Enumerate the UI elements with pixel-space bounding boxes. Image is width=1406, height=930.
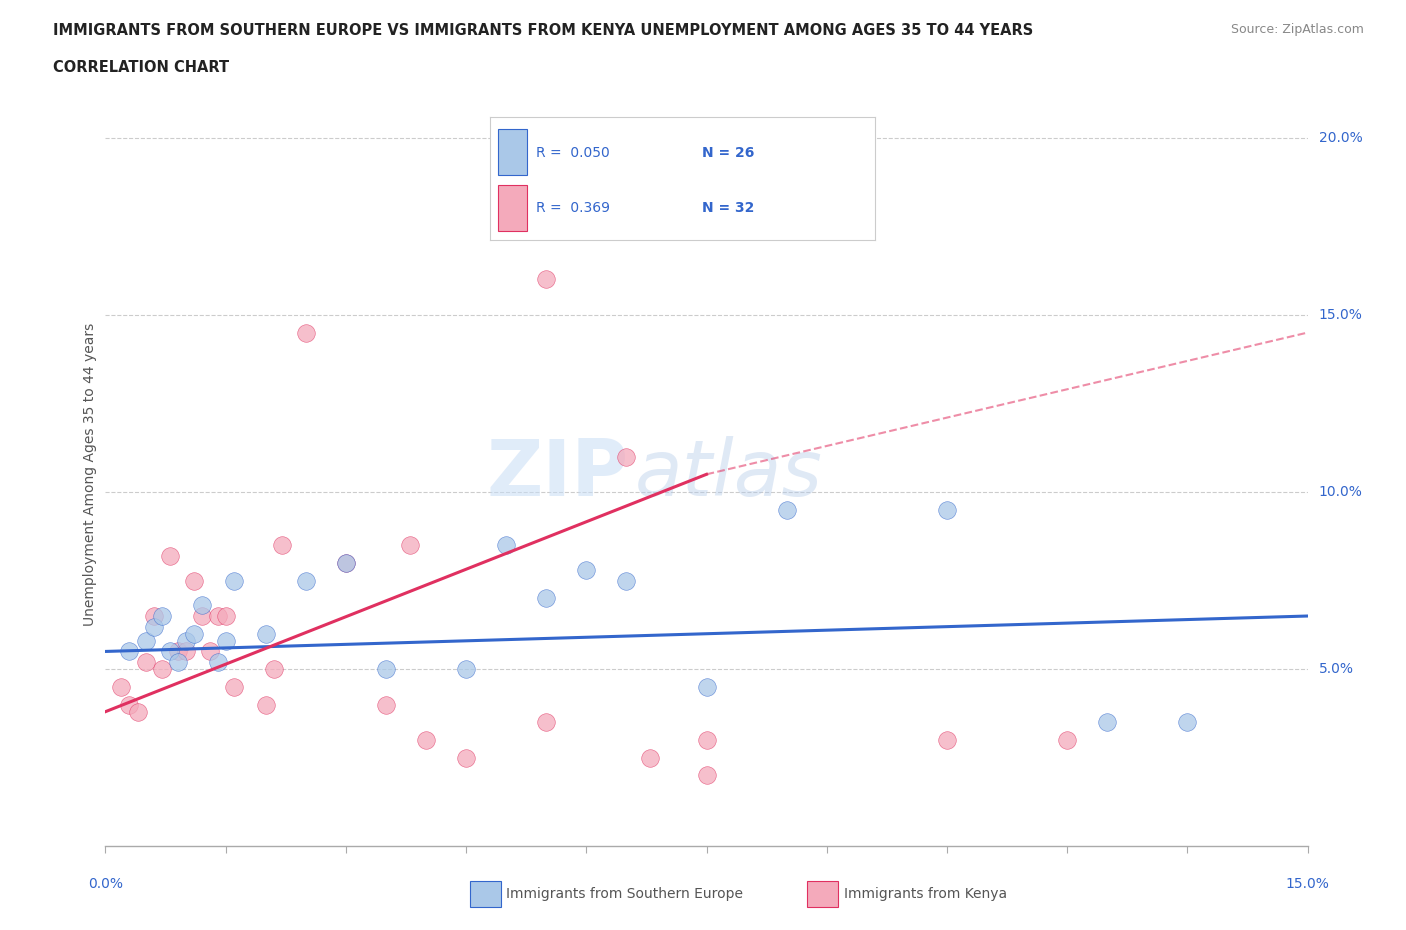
Text: atlas: atlas	[634, 436, 823, 512]
Point	[150, 608, 173, 623]
Point	[374, 662, 396, 677]
Point	[166, 655, 188, 670]
Text: IMMIGRANTS FROM SOUTHERN EUROPE VS IMMIGRANTS FROM KENYA UNEMPLOYMENT AMONG AGES: IMMIGRANTS FROM SOUTHERN EUROPE VS IMMIG…	[53, 23, 1033, 38]
Point	[1097, 715, 1119, 730]
Text: 20.0%: 20.0%	[1319, 131, 1362, 145]
Text: Immigrants from Southern Europe: Immigrants from Southern Europe	[506, 886, 744, 901]
Point	[295, 326, 318, 340]
Point	[415, 733, 437, 748]
Point	[207, 608, 229, 623]
Point	[696, 733, 718, 748]
Point	[616, 573, 638, 588]
Point	[534, 715, 557, 730]
Point	[118, 698, 141, 712]
Point	[1056, 733, 1078, 748]
Point	[936, 502, 959, 517]
Point	[616, 449, 638, 464]
Point	[254, 626, 277, 641]
Point	[575, 563, 598, 578]
Text: Source: ZipAtlas.com: Source: ZipAtlas.com	[1230, 23, 1364, 36]
Point	[214, 633, 236, 648]
Point	[374, 698, 396, 712]
Point	[936, 733, 959, 748]
Point	[190, 608, 212, 623]
Point	[263, 662, 285, 677]
Point	[118, 644, 141, 658]
Text: 5.0%: 5.0%	[1319, 662, 1354, 676]
Point	[166, 644, 188, 658]
Text: 10.0%: 10.0%	[1319, 485, 1362, 499]
Point	[207, 655, 229, 670]
Point	[335, 555, 357, 570]
Point	[159, 549, 181, 564]
Point	[135, 633, 157, 648]
Point	[174, 644, 197, 658]
Point	[534, 591, 557, 605]
Point	[127, 704, 149, 719]
Point	[254, 698, 277, 712]
Point	[534, 272, 557, 286]
Text: 0.0%: 0.0%	[89, 877, 122, 891]
Point	[399, 538, 422, 552]
Point	[174, 633, 197, 648]
Point	[640, 751, 662, 765]
Text: Immigrants from Kenya: Immigrants from Kenya	[844, 886, 1007, 901]
Point	[696, 680, 718, 695]
Point	[135, 655, 157, 670]
Point	[456, 662, 478, 677]
Point	[150, 662, 173, 677]
Point	[222, 573, 245, 588]
Point	[183, 573, 205, 588]
Point	[142, 619, 165, 634]
Point	[214, 608, 236, 623]
Point	[295, 573, 318, 588]
Point	[159, 644, 181, 658]
Text: 15.0%: 15.0%	[1285, 877, 1330, 891]
Point	[142, 608, 165, 623]
Point	[110, 680, 132, 695]
Text: ZIP: ZIP	[486, 436, 628, 512]
Point	[183, 626, 205, 641]
Point	[456, 751, 478, 765]
Point	[270, 538, 292, 552]
Point	[222, 680, 245, 695]
Point	[776, 502, 799, 517]
Point	[190, 598, 212, 613]
Point	[198, 644, 221, 658]
Text: 15.0%: 15.0%	[1319, 308, 1362, 322]
Text: CORRELATION CHART: CORRELATION CHART	[53, 60, 229, 75]
Point	[335, 555, 357, 570]
Point	[495, 538, 517, 552]
Point	[1175, 715, 1198, 730]
Point	[696, 768, 718, 783]
Y-axis label: Unemployment Among Ages 35 to 44 years: Unemployment Among Ages 35 to 44 years	[83, 323, 97, 626]
